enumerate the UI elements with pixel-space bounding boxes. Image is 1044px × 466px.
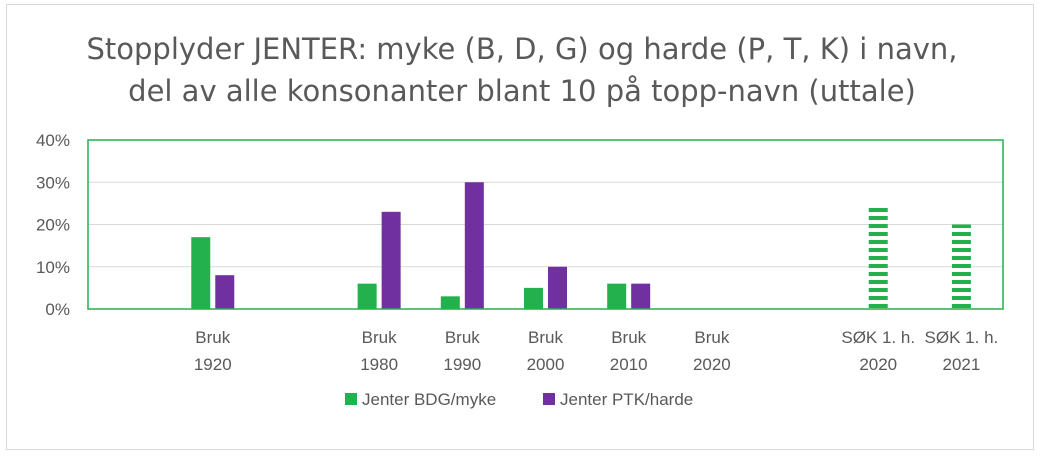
x-tick-label: 1980 [360, 355, 398, 374]
y-tick-label: 10% [36, 258, 70, 277]
bars [191, 182, 971, 309]
grid-lines [88, 181, 1003, 268]
x-tick-label: Bruk [611, 328, 646, 347]
bar [357, 283, 377, 309]
legend: Jenter BDG/myke Jenter PTK/harde [345, 390, 693, 409]
bar [868, 207, 888, 309]
bar [548, 266, 567, 309]
chart-title: Stopplyder JENTER: myke (B, D, G) og har… [0, 28, 1044, 112]
plot-border [87, 139, 1004, 310]
bar [464, 182, 484, 309]
legend-swatch [345, 393, 357, 405]
bar [215, 275, 235, 309]
chart-title-line-2: del av alle konsonanter blant 10 på topp… [128, 74, 916, 108]
x-tick-label: Bruk [362, 328, 397, 347]
bar [607, 283, 627, 309]
bar [381, 211, 401, 309]
x-tick-label: 2020 [693, 355, 731, 374]
x-axis-ticks: Bruk 1920 Bruk 1980 Bruk 1990 Bruk 2000 Bruk 2010… [194, 328, 998, 374]
x-tick-label: Bruk [694, 328, 729, 347]
x-tick-label: 2000 [527, 355, 565, 374]
chart-frame [6, 4, 1034, 450]
x-tick-label: 1990 [443, 355, 481, 374]
bar [191, 237, 211, 309]
x-tick-label: Bruk [528, 328, 563, 347]
y-axis-ticks: 0% 10% 20% 30% 40% [36, 131, 70, 319]
legend-label: Jenter PTK/harde [560, 390, 693, 409]
y-tick-label: 20% [36, 216, 70, 235]
legend-swatch [543, 393, 555, 405]
bar [440, 296, 460, 309]
y-tick-label: 40% [36, 131, 70, 150]
legend-label: Jenter BDG/myke [362, 390, 496, 409]
bar [631, 283, 651, 309]
x-tick-label: Bruk [445, 328, 480, 347]
x-tick-label: 1920 [194, 355, 232, 374]
chart-title-line-1: Stopplyder JENTER: myke (B, D, G) og har… [86, 32, 958, 66]
y-tick-label: 0% [45, 300, 70, 319]
x-tick-label: SØK 1. h. [841, 328, 915, 347]
x-tick-label: Bruk [195, 328, 230, 347]
x-tick-label: 2020 [859, 355, 897, 374]
bar [524, 287, 543, 309]
x-tick-label: SØK 1. h. [925, 328, 999, 347]
bar [951, 224, 971, 309]
x-tick-label: 2010 [610, 355, 648, 374]
y-tick-label: 30% [36, 173, 70, 192]
x-tick-label: 2021 [942, 355, 980, 374]
